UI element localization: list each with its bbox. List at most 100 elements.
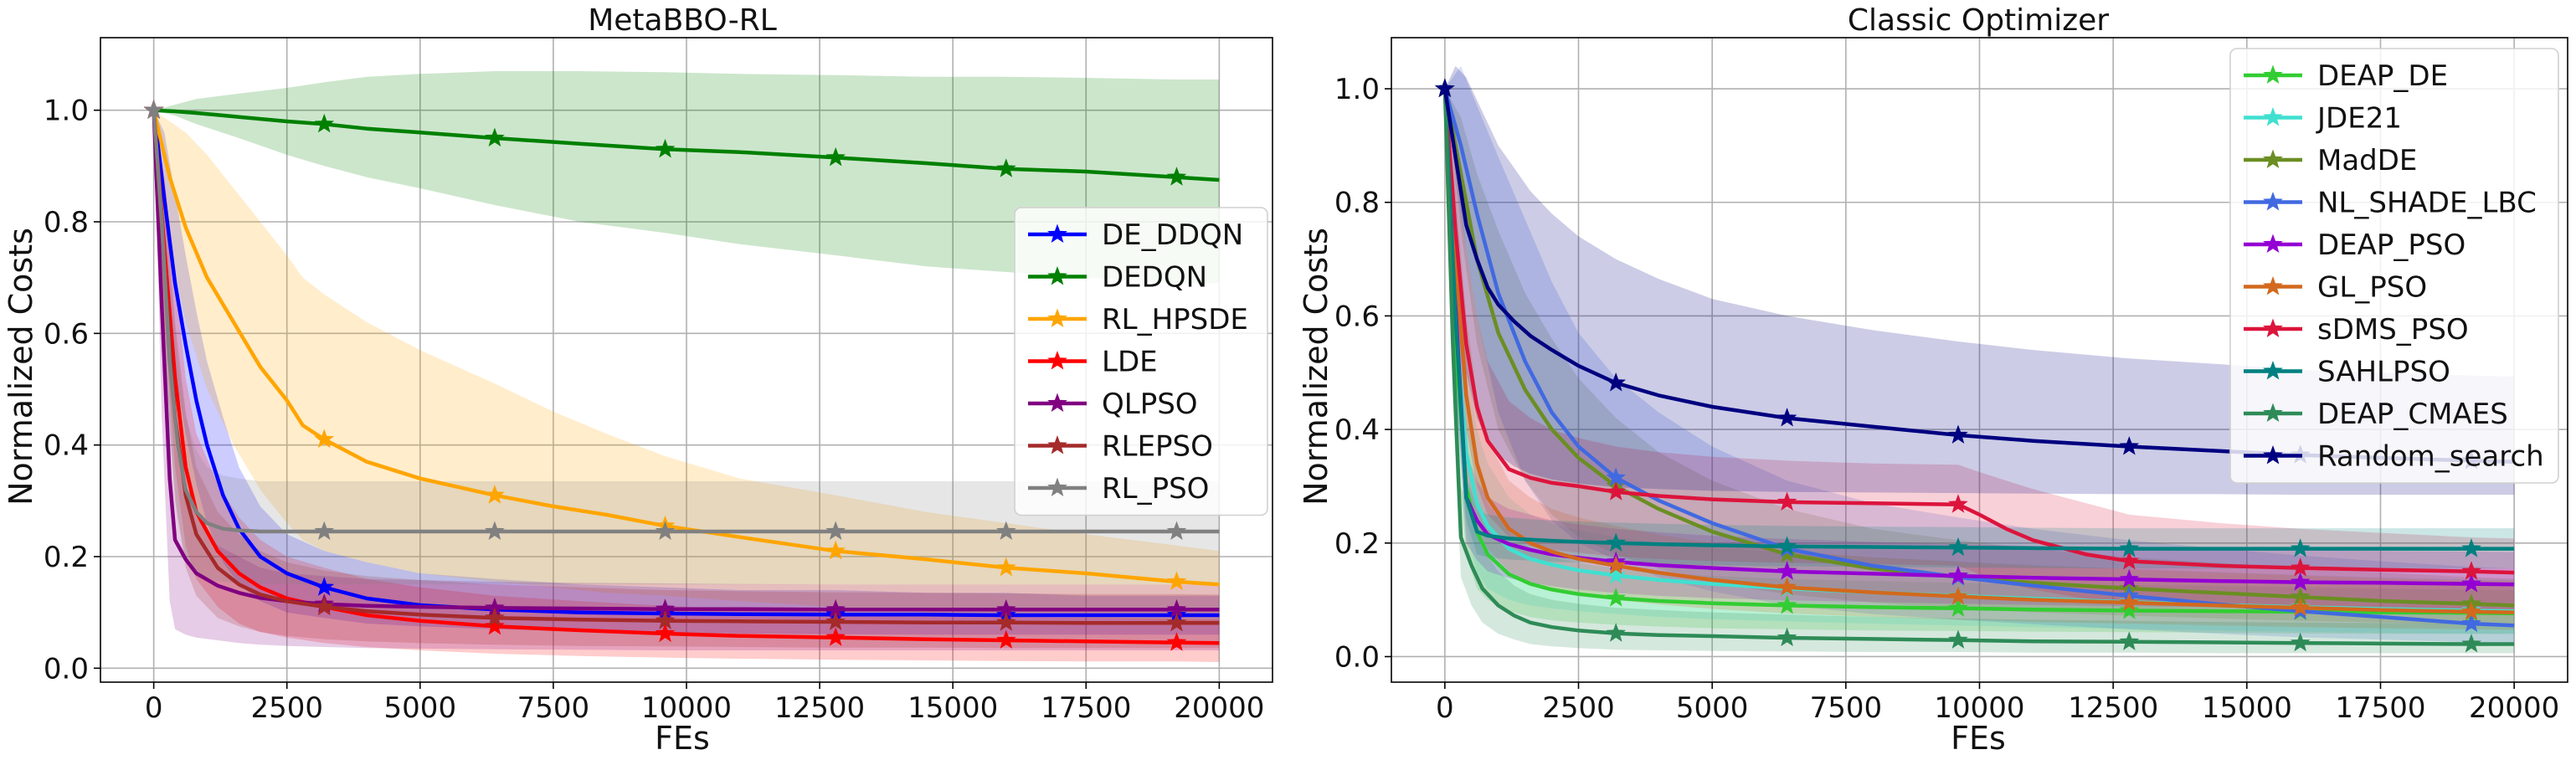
data-point (825, 611, 846, 631)
data-point (1606, 555, 1627, 574)
legend-item: RL_PSO (1028, 472, 1209, 506)
x-tick-label: 7500 (1810, 691, 1883, 725)
legend-label: GL_PSO (2317, 271, 2427, 305)
legend-item: RL_HPSDE (1028, 303, 1248, 336)
x-tick-label: 10000 (641, 691, 732, 725)
data-point (485, 521, 505, 541)
legend-marker (1047, 435, 1067, 454)
legend-item: LDE (1028, 346, 1158, 379)
data-point (2461, 613, 2481, 633)
y-tick-label: 0.4 (44, 429, 89, 463)
legend-label: DEAP_DE (2317, 59, 2448, 93)
band-MadDE (1444, 89, 2515, 626)
band-DEAP_DE (1444, 89, 2515, 634)
legend-item: DEAP_DE (2244, 59, 2448, 93)
data-point (655, 138, 676, 158)
legend-label: JDE21 (2316, 102, 2402, 136)
data-point (2119, 436, 2140, 455)
legend-item: DE_DDQN (1028, 218, 1243, 252)
data-point (1776, 491, 1797, 511)
series-line (152, 110, 1220, 625)
y-tick-label: 1.0 (1334, 73, 1380, 106)
x-axis-label: FEs (1951, 720, 2006, 757)
y-tick-label: 0.6 (44, 317, 89, 351)
series-line (153, 108, 1220, 182)
data-point (1776, 577, 1797, 596)
legend-label: RL_PSO (1102, 472, 1209, 506)
data-point (1948, 494, 1968, 513)
data-point (825, 146, 846, 167)
x-axis-label: FEs (655, 720, 710, 757)
series-RL_HPSDE (143, 100, 1220, 591)
legend-item: NL_SHADE_LBC (2244, 187, 2537, 220)
data-point (996, 612, 1016, 631)
data-point (485, 607, 505, 627)
band-DEDQN (153, 71, 1220, 284)
data-point (314, 429, 335, 449)
series-line (1442, 88, 2515, 551)
x-tick-label: 10000 (1934, 691, 2024, 725)
data-point (314, 577, 335, 596)
legend-item: DEDQN (1028, 261, 1207, 295)
data-point (2119, 568, 2140, 588)
legend-marker (2263, 276, 2283, 295)
x-tick-label: 5000 (384, 691, 457, 725)
legend-label: DEAP_CMAES (2317, 398, 2508, 431)
data-point (2461, 538, 2481, 557)
series-sDMS_PSO (1435, 78, 2515, 580)
legend-marker (2263, 403, 2283, 423)
data-point (1948, 586, 1968, 605)
legend-item: QLPSO (1028, 388, 1198, 421)
data-point (1435, 78, 1455, 98)
legend-item: RLEPSO (1028, 430, 1213, 464)
series-line (152, 110, 1220, 618)
x-tick-label: 7500 (517, 691, 590, 725)
legend-item: sDMS_PSO (2244, 313, 2469, 347)
data-point (655, 521, 676, 541)
data-point (1948, 598, 1968, 617)
data-point (1166, 571, 1187, 591)
band-RL_PSO (153, 110, 1220, 585)
legend-item: DEAP_PSO (2244, 229, 2465, 262)
band-LDE (153, 110, 1220, 662)
legend-marker (2263, 234, 2283, 254)
data-point (655, 623, 676, 643)
chart-title: Classic Optimizer (1848, 3, 2109, 38)
data-point (996, 521, 1016, 541)
legend: DE_DDQN DEDQN RL_HPSDE LDE QLPSO RLEPSO RL_PSO (1014, 207, 1268, 516)
data-point (2461, 634, 2481, 653)
data-point (1606, 565, 1627, 584)
chart-classic-optimizer: Classic Optimizer FEs Normalized Costs 0… (1298, 3, 2568, 757)
data-point (1948, 537, 1968, 557)
legend-item: SAHLPSO (2244, 356, 2450, 389)
data-point (655, 610, 676, 629)
legend-item: DEAP_CMAES (2244, 398, 2508, 431)
band-GL_PSO (1444, 89, 2515, 630)
band-RL_HPSDE (153, 110, 1220, 624)
x-tick-label: 17500 (2335, 691, 2425, 725)
data-point (825, 627, 846, 646)
legend-marker (1047, 351, 1067, 370)
legend: DEAP_DE JDE21 MadDE NL_SHADE_LBC DEAP_PSO GL_… (2229, 48, 2559, 484)
data-point (1166, 632, 1187, 651)
series-RL_PSO (143, 100, 1220, 541)
legend-label: DEAP_PSO (2317, 229, 2465, 262)
data-point (485, 485, 505, 504)
legend-marker (1047, 477, 1067, 497)
data-point (1606, 623, 1627, 642)
data-point (2290, 557, 2311, 577)
y-tick-label: 0.8 (44, 206, 89, 239)
x-tick-label: 0 (1436, 691, 1454, 725)
series-line (152, 110, 1220, 612)
x-tick-label: 2500 (250, 691, 323, 725)
data-point (1606, 372, 1627, 392)
x-tick-label: 0 (145, 691, 163, 725)
legend-label: SAHLPSO (2317, 356, 2450, 389)
y-tick-label: 0.8 (1334, 187, 1380, 220)
legend-marker (1047, 393, 1067, 413)
band-DEAP_PSO (1444, 89, 2515, 610)
data-point (1776, 594, 1797, 614)
series-line (152, 110, 1220, 587)
y-tick-label: 0.2 (44, 541, 89, 574)
